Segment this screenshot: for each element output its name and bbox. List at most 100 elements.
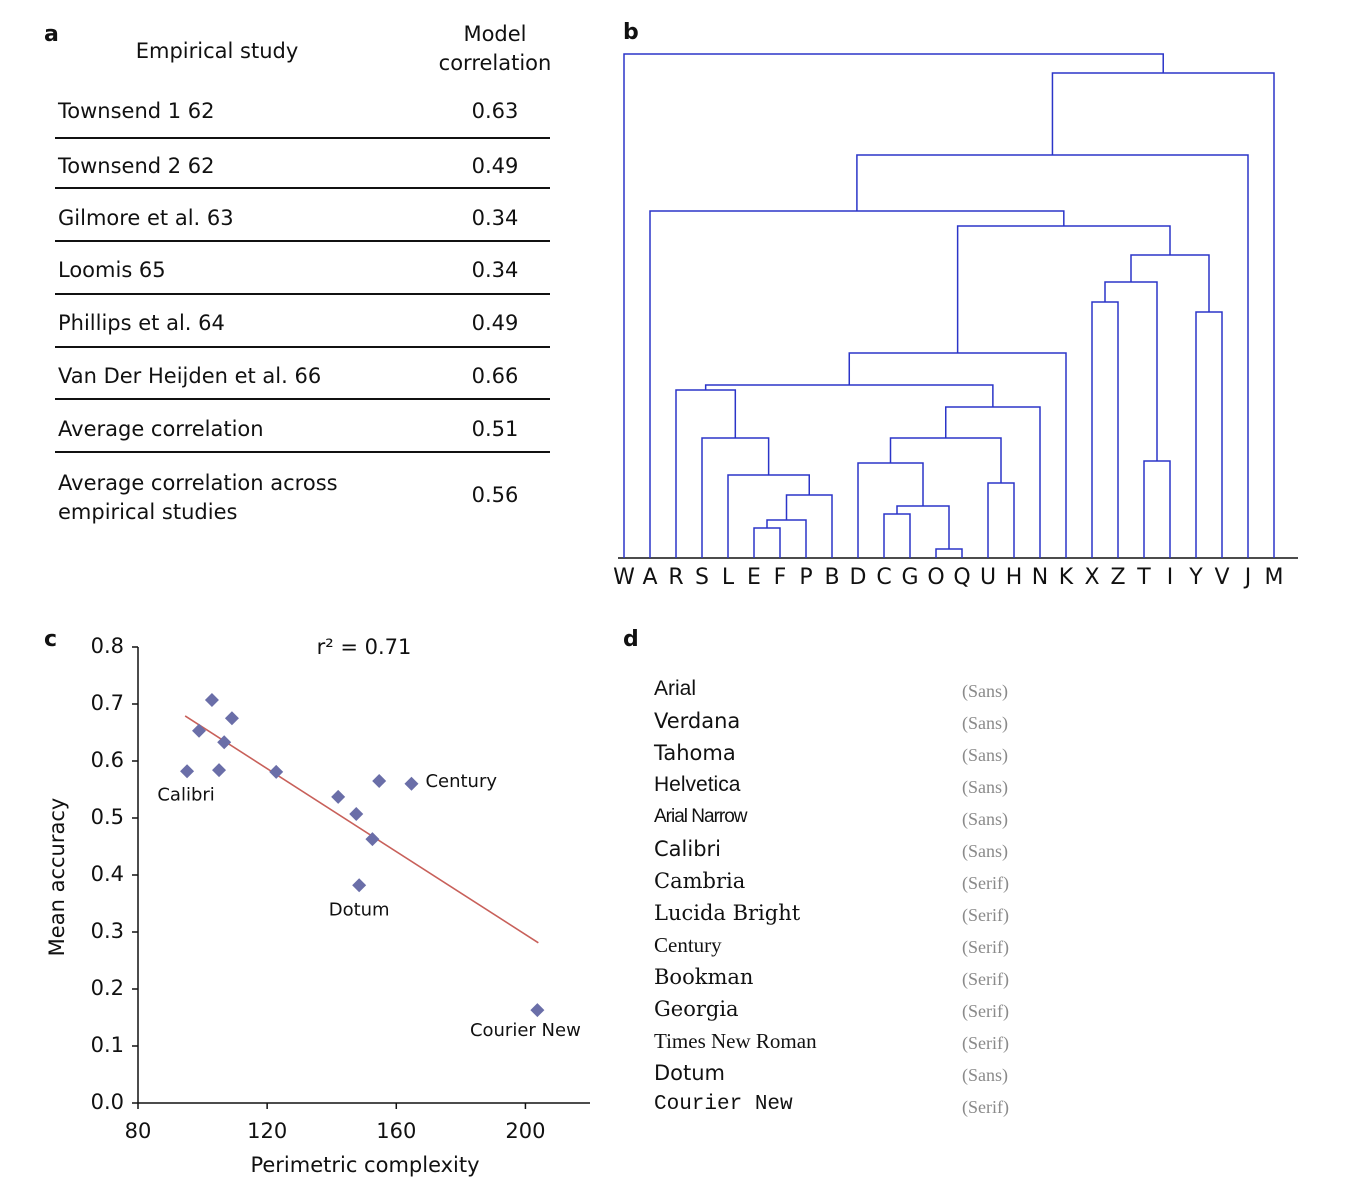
font-name: Lucida Bright xyxy=(654,901,801,925)
leaf-label: M xyxy=(1265,565,1284,590)
leaf-label: X xyxy=(1084,565,1099,590)
y-tick-label: 0.8 xyxy=(91,634,124,658)
correlation-value: 0.63 xyxy=(471,99,519,123)
point-label: Calibri xyxy=(157,784,214,805)
y-tick-label: 0.3 xyxy=(91,919,124,943)
data-point xyxy=(372,773,387,788)
dendrogram-link xyxy=(883,513,911,558)
point-label: Courier New xyxy=(470,1020,581,1041)
study-name: Loomis 65 xyxy=(58,258,166,282)
study-name: Van Der Heijden et al. 66 xyxy=(58,364,322,388)
leaf-label: T xyxy=(1136,565,1151,590)
r-squared: r² = 0.71 xyxy=(317,635,412,659)
font-class: (Sans) xyxy=(962,809,1008,829)
leaf-label: K xyxy=(1059,565,1074,590)
leaf-label: A xyxy=(642,565,657,590)
font-name: Tahoma xyxy=(654,741,736,765)
y-tick-label: 0.6 xyxy=(91,748,124,772)
correlation-value: 0.49 xyxy=(471,154,519,178)
correlation-value: 0.51 xyxy=(471,417,519,441)
font-class: (Serif) xyxy=(962,1097,1009,1117)
data-point xyxy=(352,878,367,893)
leaf-label: D xyxy=(850,565,867,590)
leaf-label: L xyxy=(722,565,735,590)
data-point xyxy=(217,735,232,750)
correlation-value: 0.56 xyxy=(471,483,519,507)
dendrogram-link xyxy=(753,527,781,558)
font-class: (Sans) xyxy=(962,745,1008,765)
dendrogram-link xyxy=(1091,301,1119,558)
leaf-label: S xyxy=(695,565,709,590)
data-point xyxy=(269,764,284,779)
x-tick-label: 200 xyxy=(505,1119,545,1143)
panel-label: b xyxy=(623,20,639,45)
dendrogram-link xyxy=(675,389,737,558)
leaf-label: J xyxy=(1243,565,1252,590)
leaf-label: W xyxy=(613,565,635,590)
leaf-label: E xyxy=(747,565,761,590)
study-name: Gilmore et al. 63 xyxy=(58,206,234,230)
correlation-value: 0.34 xyxy=(471,258,519,282)
data-point xyxy=(212,763,227,778)
dendrogram-link xyxy=(1143,460,1171,558)
x-tick-label: 80 xyxy=(125,1119,152,1143)
point-label: Dotum xyxy=(329,899,390,920)
dendrogram-link xyxy=(1130,254,1210,312)
leaf-label: Q xyxy=(953,565,970,590)
dendrogram-link xyxy=(766,519,807,558)
leaf-label: G xyxy=(901,565,918,590)
dendrogram-link xyxy=(856,154,1249,558)
panel-label: c xyxy=(44,627,57,652)
font-class: (Sans) xyxy=(962,841,1008,861)
font-class: (Sans) xyxy=(962,777,1008,797)
font-name: Helvetica xyxy=(654,773,741,796)
table-header: Empirical study xyxy=(135,39,299,63)
table-header: Model correlation xyxy=(438,22,552,75)
leaf-label: H xyxy=(1006,565,1023,590)
font-name: Dotum xyxy=(654,1061,726,1085)
x-tick-label: 160 xyxy=(376,1119,416,1143)
data-point xyxy=(349,807,364,822)
font-name: Century xyxy=(654,933,722,957)
data-point xyxy=(404,776,419,791)
correlation-value: 0.34 xyxy=(471,206,519,230)
row-rule xyxy=(55,240,550,242)
dendrogram-link xyxy=(785,494,833,558)
y-axis-label: Mean accuracy xyxy=(45,798,69,957)
y-tick-label: 0.7 xyxy=(91,691,124,715)
font-name: Bookman xyxy=(654,965,754,989)
leaf-label: B xyxy=(824,565,839,590)
dendrogram-link xyxy=(701,437,770,558)
leaf-label: U xyxy=(980,565,996,590)
font-name: Verdana xyxy=(654,709,741,733)
row-rule xyxy=(55,346,550,348)
font-name: Courier New xyxy=(654,1093,793,1116)
leaf-label: O xyxy=(927,565,944,590)
study-name: Average correlation across empirical stu… xyxy=(58,471,338,524)
data-point xyxy=(204,693,219,708)
font-class: (Serif) xyxy=(962,937,1009,957)
correlation-value: 0.49 xyxy=(471,311,519,335)
panel-label: a xyxy=(44,22,59,47)
data-point xyxy=(331,789,346,804)
row-rule xyxy=(55,137,550,139)
font-name: Cambria xyxy=(654,869,746,893)
dendrogram-link xyxy=(727,474,810,558)
font-class: (Serif) xyxy=(962,905,1009,925)
font-class: (Serif) xyxy=(962,1001,1009,1021)
study-name: Average correlation xyxy=(58,417,264,441)
font-class: (Serif) xyxy=(962,969,1009,989)
leaf-label: R xyxy=(668,565,683,590)
point-label: Century xyxy=(425,771,497,792)
data-point xyxy=(365,832,380,847)
data-point xyxy=(180,764,195,779)
leaf-label: F xyxy=(774,565,787,590)
dendrogram-link xyxy=(857,462,924,558)
font-class: (Sans) xyxy=(962,1065,1008,1085)
dendrogram-link xyxy=(1051,72,1275,558)
y-tick-label: 0.5 xyxy=(91,805,124,829)
leaf-label: Y xyxy=(1188,565,1203,590)
font-name: Arial xyxy=(654,677,697,700)
